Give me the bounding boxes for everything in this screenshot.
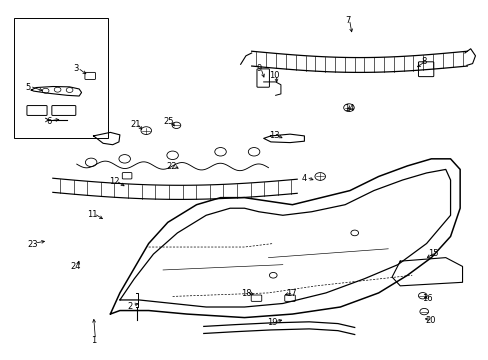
Text: 14: 14 <box>343 104 353 113</box>
Text: 9: 9 <box>256 64 261 73</box>
Text: 16: 16 <box>421 294 432 303</box>
Text: 15: 15 <box>427 249 438 258</box>
FancyBboxPatch shape <box>256 69 269 87</box>
FancyBboxPatch shape <box>52 105 76 116</box>
FancyBboxPatch shape <box>85 72 95 80</box>
FancyBboxPatch shape <box>122 172 132 179</box>
Text: 24: 24 <box>70 262 81 271</box>
Text: 21: 21 <box>130 120 140 129</box>
FancyBboxPatch shape <box>251 295 261 301</box>
FancyBboxPatch shape <box>284 295 295 301</box>
Text: 8: 8 <box>421 57 426 66</box>
Text: 3: 3 <box>73 64 79 73</box>
Text: 17: 17 <box>285 289 296 298</box>
Text: 25: 25 <box>163 117 174 126</box>
Text: 5: 5 <box>25 83 30 92</box>
Text: 12: 12 <box>109 177 119 186</box>
Text: 4: 4 <box>301 174 306 183</box>
Text: 20: 20 <box>425 316 435 325</box>
Text: 6: 6 <box>46 117 52 126</box>
Text: 13: 13 <box>268 131 279 140</box>
Text: 10: 10 <box>268 71 279 80</box>
FancyBboxPatch shape <box>418 62 433 77</box>
Text: 1: 1 <box>91 336 96 345</box>
Text: 18: 18 <box>241 289 252 298</box>
Text: 2: 2 <box>127 302 133 311</box>
Text: 19: 19 <box>266 318 277 327</box>
Text: 23: 23 <box>27 240 38 249</box>
Text: 22: 22 <box>166 162 177 171</box>
Text: 11: 11 <box>87 210 97 219</box>
FancyBboxPatch shape <box>27 105 47 116</box>
Text: 7: 7 <box>344 16 349 25</box>
